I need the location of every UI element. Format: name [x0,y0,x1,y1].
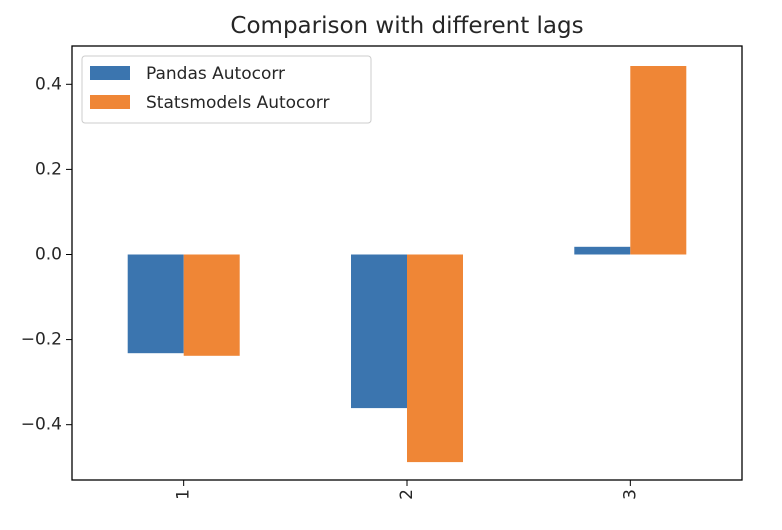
y-tick-label: 0.0 [35,244,62,264]
bar-pandas-lag-2 [351,254,407,409]
x-tick-label: 3 [620,489,640,500]
bar-statsmodels-lag-2 [407,254,463,463]
x-axis: 1 2 3 [174,480,640,500]
legend: Pandas Autocorr Statsmodels Autocorr [81,55,372,124]
legend-swatch-pandas [90,66,130,80]
bar-statsmodels-lag-3 [630,66,687,255]
bar-pandas-lag-3 [574,246,631,255]
x-tick-label: 1 [174,489,194,500]
legend-label-pandas: Pandas Autocorr [146,64,285,84]
plot-frame [71,45,743,481]
y-tick-label: −0.4 [21,415,62,435]
legend-box [81,55,372,124]
y-tick-label: 0.4 [35,74,62,94]
chart-title: Comparison with different lags [230,13,583,39]
y-tick-label: 0.2 [35,159,62,179]
legend-label-statsmodels: Statsmodels Autocorr [146,93,330,113]
bar-pandas-lag-1 [127,254,184,354]
x-tick-label: 2 [397,489,417,500]
bar-statsmodels-lag-1 [183,254,240,356]
bars-layer [127,66,687,463]
legend-swatch-statsmodels [90,95,130,109]
y-tick-label: −0.2 [21,330,62,350]
y-axis: −0.4 −0.2 0.0 0.2 0.4 [21,74,72,435]
